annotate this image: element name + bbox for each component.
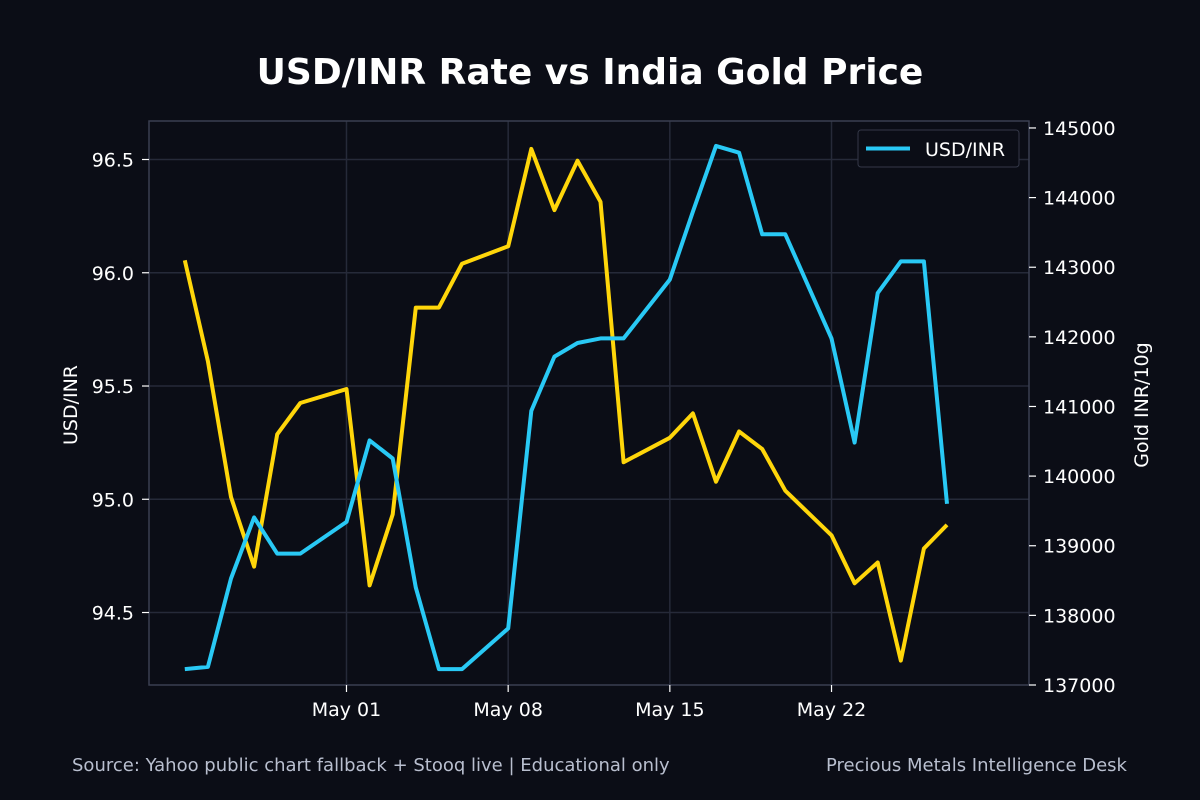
- x-tick-label: May 08: [473, 699, 543, 721]
- y-right-tick-label: 144000: [1043, 188, 1116, 210]
- y-left-tick-label: 95.0: [92, 489, 134, 511]
- legend-box: [857, 129, 1020, 168]
- grid: [149, 121, 1029, 685]
- y-axis-right-label: Gold INR/10g: [1131, 342, 1153, 467]
- legend: USD/INR: [857, 129, 1020, 168]
- x-tick-label: May 15: [635, 699, 705, 721]
- y-right-tick-label: 141000: [1043, 396, 1116, 418]
- y-axis-left: 94.5 95.0 95.5 96.0 96.5: [92, 150, 149, 625]
- chart-title: USD/INR Rate vs India Gold Price: [257, 52, 924, 93]
- y-axis-left-label: USD/INR: [60, 365, 82, 445]
- y-right-tick-label: 140000: [1043, 466, 1116, 488]
- plot-area-frame: [148, 120, 1030, 686]
- y-right-tick-label: 145000: [1043, 118, 1116, 140]
- series-line-gold-inr-10g: [182, 146, 949, 663]
- legend-label-usd-inr: USD/INR: [925, 139, 1005, 161]
- source-note: Source: Yahoo public chart fallback + St…: [72, 755, 670, 776]
- series-layer: [182, 143, 949, 672]
- x-tick-label: May 22: [797, 699, 867, 721]
- y-right-tick-label: 137000: [1043, 675, 1116, 697]
- y-axis-right: 137000 138000 139000 140000 141000 142000 1430…: [1029, 118, 1116, 697]
- y-right-tick-label: 139000: [1043, 536, 1116, 558]
- y-right-tick-label: 142000: [1043, 327, 1116, 349]
- y-right-tick-label: 143000: [1043, 257, 1116, 279]
- y-right-tick-label: 138000: [1043, 605, 1116, 627]
- series-line-usd-inr: [184, 143, 949, 672]
- y-left-tick-label: 95.5: [92, 376, 134, 398]
- x-tick-label: May 01: [312, 699, 382, 721]
- brand-credit: Precious Metals Intelligence Desk: [825, 755, 1127, 776]
- x-axis: May 01 May 08 May 15 May 22: [312, 685, 867, 721]
- y-left-tick-label: 94.5: [92, 603, 134, 625]
- y-left-tick-label: 96.5: [92, 150, 134, 172]
- y-left-tick-label: 96.0: [92, 263, 134, 285]
